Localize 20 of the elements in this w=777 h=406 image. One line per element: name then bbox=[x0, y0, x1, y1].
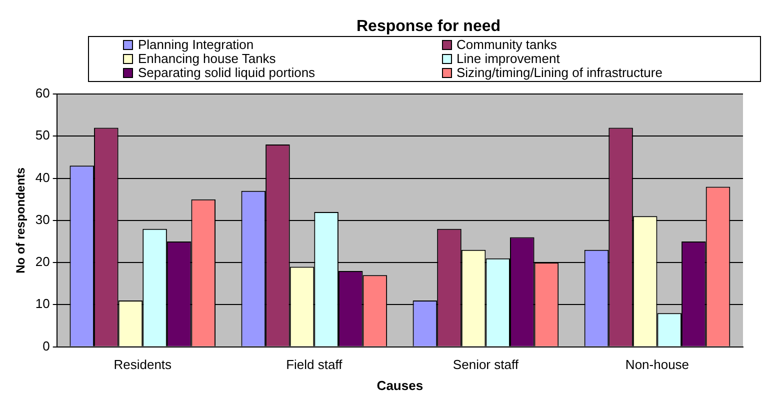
y-tick-label: 30 bbox=[35, 212, 50, 227]
y-tick-label: 40 bbox=[35, 170, 50, 185]
y-tick-label: 0 bbox=[42, 338, 50, 354]
legend-label: Community tanks bbox=[456, 37, 557, 52]
legend-label: Line improvement bbox=[456, 51, 560, 66]
x-tick-label: Field staff bbox=[286, 357, 343, 372]
chart-title: Response for need bbox=[355, 17, 502, 36]
y-tick-label: 60 bbox=[35, 86, 50, 101]
x-tick-label: Residents bbox=[114, 357, 172, 372]
legend-label: Separating solid liquid portions bbox=[138, 65, 316, 80]
legend-label: Sizing/timing/Lining of infrastructure bbox=[456, 65, 662, 80]
x-tick-label: Senior staff bbox=[452, 357, 519, 372]
y-axis-title: No of respondents bbox=[14, 167, 28, 274]
y-tick-label: 10 bbox=[35, 296, 50, 312]
x-axis-title: Causes bbox=[376, 378, 424, 393]
y-tick-label: 20 bbox=[35, 254, 50, 270]
legend-label: Planning Integration bbox=[138, 37, 254, 52]
x-tick-label: Non-house bbox=[625, 357, 690, 372]
legend-label: Enhancing house Tanks bbox=[138, 51, 276, 66]
y-tick-label: 50 bbox=[35, 128, 50, 143]
